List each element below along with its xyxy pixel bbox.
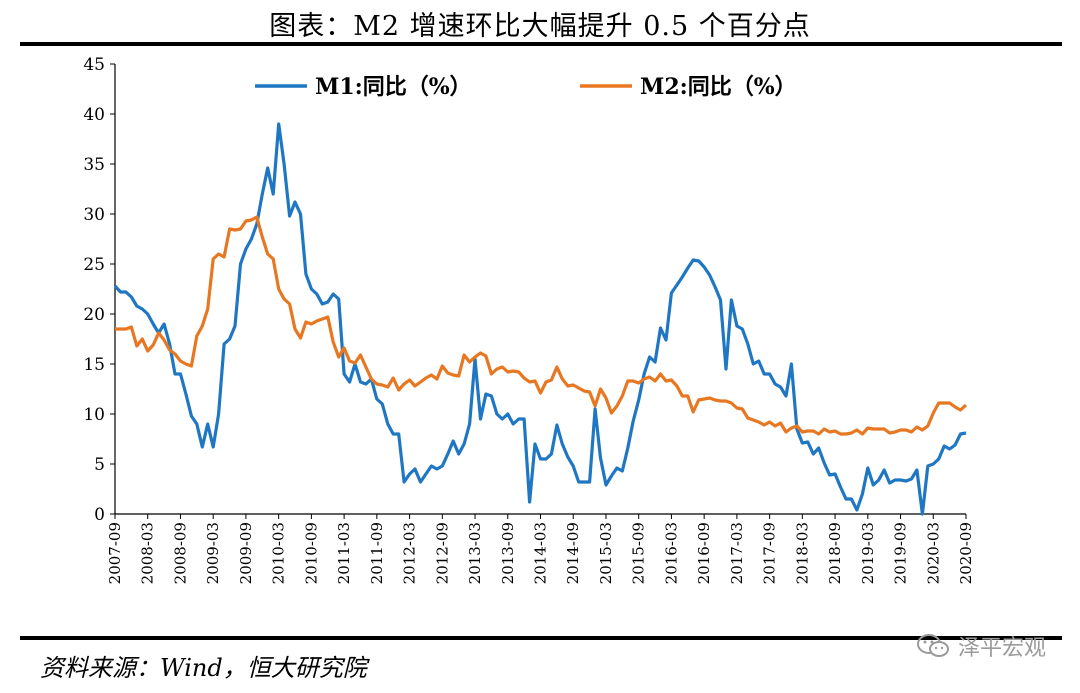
x-tick-label: 2019-03	[859, 522, 877, 584]
x-tick-label: 2014-03	[532, 522, 550, 584]
series-line-m2	[115, 215, 968, 436]
y-tick-label: 10	[83, 405, 105, 425]
y-tick-label: 5	[94, 455, 105, 475]
x-tick-label: 2020-03	[924, 522, 942, 584]
series-line-m1	[113, 122, 967, 516]
x-tick-label: 2013-03	[466, 522, 484, 584]
y-tick-label: 20	[83, 305, 105, 325]
chart-canvas: 0 5 10 15 20 25 30 35 40 45 2007-09 2008-03 2008-09 2…	[83, 55, 975, 584]
x-tick-label: 2017-03	[728, 522, 746, 584]
y-tick-label: 0	[94, 505, 105, 525]
wechat-icon	[916, 634, 949, 657]
x-tick-label: 2012-03	[401, 522, 419, 584]
x-tick-label: 2015-03	[597, 522, 615, 584]
x-tick-label: 2011-09	[368, 522, 386, 584]
legend-label-m1: M1:同比（%）	[315, 74, 472, 100]
watermark-text: 泽平宏观	[957, 636, 1046, 661]
x-tick-label: 2015-09	[630, 522, 648, 584]
y-tick-label: 35	[83, 155, 105, 175]
watermark: 泽平宏观	[916, 630, 1046, 662]
x-tick-label: 2018-09	[826, 522, 844, 584]
y-tick-label: 40	[83, 105, 105, 125]
x-tick-label: 2020-09	[957, 522, 975, 584]
top-rule	[20, 42, 1062, 46]
chart-axes: 0 5 10 15 20 25 30 35 40 45 2007-09 2008-03 2008-09 2…	[83, 55, 975, 584]
x-tick-label: 2007-09	[106, 522, 124, 584]
x-tick-label: 2011-03	[335, 522, 353, 584]
chart-title: 图表：M2 增速环比大幅提升 0.5 个百分点	[269, 11, 811, 42]
y-tick-label: 25	[83, 255, 105, 275]
x-tick-label: 2009-03	[204, 522, 222, 584]
chart-legend: M1:同比（%） M2:同比（%）	[255, 74, 797, 100]
y-tick-label: 45	[83, 55, 105, 75]
x-tick-label: 2017-09	[761, 522, 779, 584]
x-tick-label: 2018-03	[793, 522, 811, 584]
legend-label-m2: M2:同比（%）	[640, 74, 797, 100]
x-tick-label: 2016-03	[662, 522, 680, 584]
x-tick-label: 2019-09	[892, 522, 910, 584]
x-tick-label: 2010-03	[270, 522, 288, 584]
x-tick-label: 2012-09	[433, 522, 451, 584]
y-tick-label: 30	[83, 205, 105, 225]
bottom-rule	[20, 636, 1062, 640]
x-tick-label: 2013-09	[499, 522, 517, 584]
x-tick-label: 2008-03	[139, 522, 157, 584]
source-note: 资料来源：Wind，恒大研究院	[40, 654, 367, 682]
x-tick-label: 2014-09	[564, 522, 582, 584]
x-tick-label: 2016-09	[695, 522, 713, 584]
series-layer	[113, 122, 968, 516]
x-tick-label: 2010-09	[302, 522, 320, 584]
y-tick-label: 15	[83, 355, 105, 375]
x-tick-label: 2009-09	[237, 522, 255, 584]
x-tick-label: 2008-09	[171, 522, 189, 584]
